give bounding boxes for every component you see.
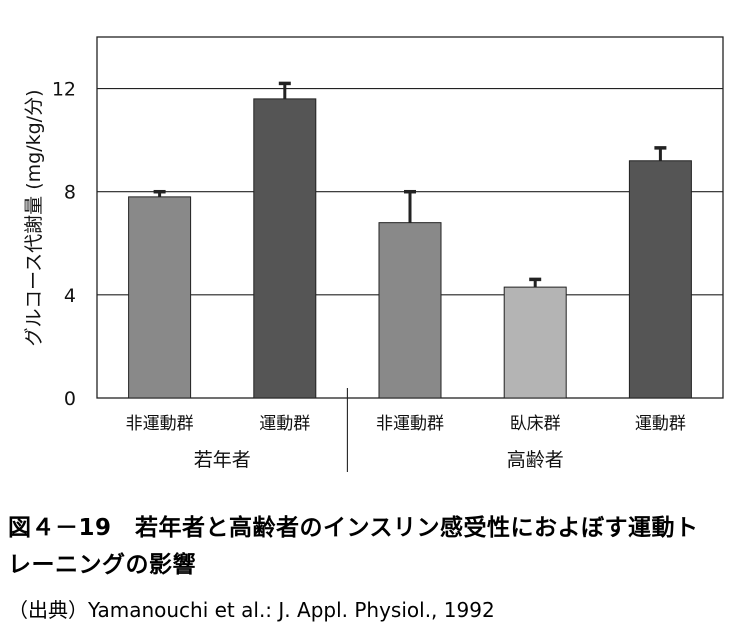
y-tick-label-4: 4 — [64, 285, 76, 307]
x-tick-label-3: 非運動群 — [376, 414, 444, 434]
chart: 0 4 8 12 非運動群 運動群 非運動群 臥床群 運動群 若年者 高齢者 グルコース代謝量 (m… — [23, 36, 724, 472]
bar-2 — [253, 98, 317, 399]
y-tick-label-0: 0 — [64, 388, 76, 410]
y-axis-label: グルコース代謝量 (mg/kg/分) — [23, 90, 45, 347]
x-tick-label-1: 非運動群 — [126, 414, 194, 434]
caption-source: （出典）Yamanouchi et al.: J. Appl. Physiol.… — [8, 598, 495, 622]
y-tick-label-12: 12 — [52, 79, 76, 101]
group-label-2: 高齢者 — [507, 449, 564, 471]
caption-title-line-1: 図４－19 若年者と高齢者のインスリン感受性におよぼす運動ト — [8, 515, 699, 541]
group-label-1: 若年者 — [194, 449, 251, 471]
x-tick-label-2: 運動群 — [259, 414, 310, 434]
bar-4 — [503, 286, 567, 399]
bars — [128, 81, 692, 399]
caption-title-line-2: レーニングの影響 — [8, 552, 196, 578]
figure-caption: 図４－19 若年者と高齢者のインスリン感受性におよぼす運動ト レーニングの影響 — [8, 510, 748, 584]
y-tick-label-8: 8 — [64, 182, 76, 204]
x-tick-label-4: 臥床群 — [510, 414, 561, 434]
bar-3 — [378, 222, 442, 399]
bar-1 — [128, 196, 192, 399]
x-tick-label-5: 運動群 — [635, 414, 686, 434]
bar-5 — [628, 160, 692, 399]
